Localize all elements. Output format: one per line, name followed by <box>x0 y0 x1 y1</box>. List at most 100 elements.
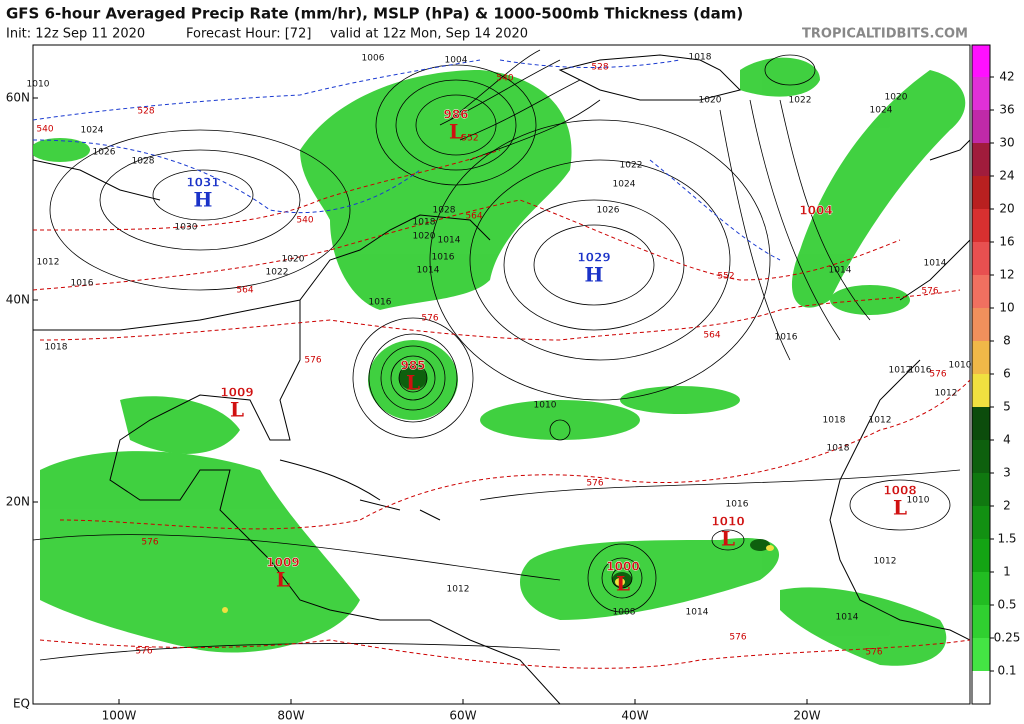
colorbar-cell <box>972 209 990 242</box>
colorbar: 42 36 30 24 20 16 12 10 8 6 5 4 3 2 1.5 1 0.5 0.25 0.1 <box>971 44 1020 705</box>
isobar-label: 1008 <box>613 608 636 618</box>
center-letter: L <box>449 120 463 144</box>
isobar-label: 1012 <box>874 557 897 567</box>
center-letter: H <box>585 263 604 287</box>
colorbar-label: 0.5 <box>997 598 1016 612</box>
lon-label: 20W <box>793 709 820 723</box>
thickness-label: 576 <box>421 314 438 324</box>
colorbar-label: 2 <box>1003 499 1011 513</box>
colorbar-cell <box>972 77 990 110</box>
colorbar-cell <box>972 176 990 209</box>
init-time: Init: 12z Sep 11 2020 <box>6 27 145 42</box>
center-letter: H <box>194 188 213 212</box>
isobar-label: 1014 <box>924 259 947 269</box>
isobar-label: 1014 <box>686 608 709 618</box>
thickness-label: 528 <box>137 107 154 117</box>
isobar-label: 1020 <box>885 93 908 103</box>
colorbar-cell <box>972 671 990 704</box>
lat-label: 40N <box>6 293 30 307</box>
isobar-label: 1010 <box>27 80 50 90</box>
isobar-label: 1020 <box>699 96 722 106</box>
center-value: 1000 <box>606 560 639 574</box>
isobar-label: 1010 <box>907 496 930 506</box>
colorbar-label: 6 <box>1003 367 1011 381</box>
thickness-label: 576 <box>929 370 946 380</box>
isobar-label: 1018 <box>45 343 68 353</box>
center-letter: L <box>721 527 735 551</box>
colorbar-label: 24 <box>999 169 1014 183</box>
isobar-label: 1010 <box>534 401 557 411</box>
thickness-label: 576 <box>135 647 152 657</box>
thickness-label: 576 <box>141 538 158 548</box>
colorbar-label: 5 <box>1003 400 1011 414</box>
colorbar-cell <box>972 143 990 176</box>
colorbar-cell <box>972 374 990 407</box>
thickness-label: 576 <box>729 633 746 643</box>
colorbar-cell <box>972 341 990 374</box>
center-letter: L <box>230 398 244 422</box>
isobar-label: 1018 <box>827 444 850 454</box>
isobar-label: 1030 <box>175 223 198 233</box>
valid-time: valid at 12z Mon, Sep 14 2020 <box>330 27 528 42</box>
isobar-label: 1016 <box>71 279 94 289</box>
colorbar-label: 30 <box>999 136 1014 150</box>
isobar-label: 1012 <box>869 416 892 426</box>
colorbar-label: 3 <box>1003 466 1011 480</box>
isobar-label: 1022 <box>266 268 289 278</box>
colorbar-cell <box>972 572 990 605</box>
colorbar-label: 12 <box>999 268 1014 282</box>
map-layers <box>33 49 970 704</box>
center-letter: L <box>406 371 420 395</box>
center-value: 1031 <box>186 176 219 190</box>
lon-label: 100W <box>102 709 137 723</box>
colorbar-cell <box>972 539 990 572</box>
colorbar-cell <box>972 407 990 440</box>
thickness-label: 528 <box>591 63 608 73</box>
isobar-label: 1010 <box>949 361 972 371</box>
colorbar-label: 8 <box>1003 334 1011 348</box>
colorbar-label: 1 <box>1003 565 1011 579</box>
isobar-label: 1014 <box>829 266 852 276</box>
colorbar-label: 1.5 <box>997 532 1016 546</box>
isobar-label: 1028 <box>132 157 155 167</box>
isobar-label: 1014 <box>438 236 461 246</box>
isobar-label: 1028 <box>433 206 456 216</box>
lon-label: 40W <box>621 709 648 723</box>
colorbar-cell <box>972 506 990 539</box>
isobar-label: 1018 <box>689 53 712 63</box>
center-value: 985 <box>400 359 425 373</box>
isobar-label: 1012 <box>37 258 60 268</box>
lon-label: 60W <box>449 709 476 723</box>
isobar-label: 1016 <box>726 500 749 510</box>
center-value: 1029 <box>577 251 610 265</box>
lat-label: 20N <box>6 495 30 509</box>
thickness-label: 576 <box>304 356 321 366</box>
center-letter: L <box>276 568 290 592</box>
colorbar-cell <box>972 440 990 473</box>
thickness-label: 564 <box>465 212 482 222</box>
isobar-label: 1006 <box>362 54 385 64</box>
thickness-label: 552 <box>461 134 478 144</box>
thickness-label: 576 <box>586 479 603 489</box>
center-value: 986 <box>443 108 468 122</box>
colorbar-label: 10 <box>999 301 1014 315</box>
coastlines <box>33 54 970 704</box>
colorbar-label: 4 <box>1003 433 1011 447</box>
forecast-hour: Forecast Hour: [72] <box>186 27 311 42</box>
colorbar-cell <box>972 638 990 671</box>
isobar-label: 1024 <box>81 126 104 136</box>
center-letter: L <box>893 496 907 520</box>
isobar-label: 1018 <box>413 218 436 228</box>
isobar-label: 1026 <box>93 148 116 158</box>
isobar-label: 1020 <box>282 255 305 265</box>
isobar-label: 1024 <box>613 180 636 190</box>
center-value: 1009 <box>266 556 299 570</box>
thickness-lines-cold <box>33 59 781 261</box>
colorbar-cell <box>972 308 990 341</box>
isobar-label: 1012 <box>889 366 912 376</box>
isobar-label: 1012 <box>935 389 958 399</box>
lat-label: 60N <box>6 91 30 105</box>
